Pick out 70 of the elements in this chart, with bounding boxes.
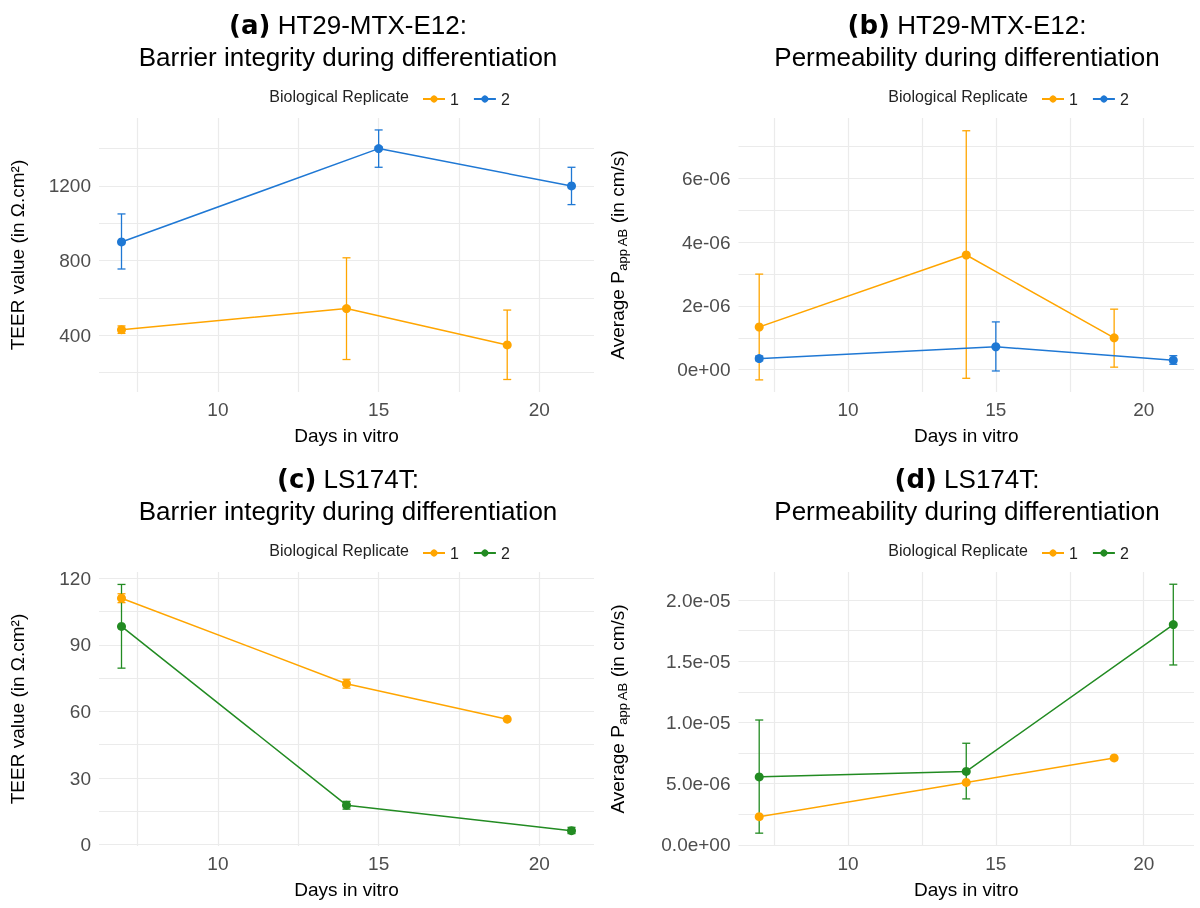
x-axis-title: Days in vitro — [913, 879, 1019, 900]
point — [754, 322, 764, 332]
point — [117, 621, 126, 631]
x-tick-label: 10 — [207, 399, 229, 420]
x-axis-title: Days in vitro — [913, 425, 1019, 446]
legend-label: 2 — [1119, 90, 1129, 108]
y-tick-label: 2.0e-05 — [666, 589, 731, 611]
y-tick-label: 90 — [69, 634, 91, 656]
y-axis-title: TEER value (in Ω.cm²) — [7, 613, 28, 805]
y-axis-title: Average Papp AB (in cm/s) — [607, 604, 630, 814]
x-tick-label: 10 — [207, 853, 229, 874]
legend-title: Biological Replicate — [888, 541, 1029, 559]
legend-title: Biological Replicate — [888, 87, 1029, 105]
x-tick-label: 10 — [837, 399, 859, 420]
y-tick-label: 0e+00 — [677, 359, 731, 381]
y-tick-label: 0 — [80, 834, 91, 856]
point — [1168, 620, 1178, 630]
chart-title: (b) HT29-MTX-E12: Permeability during differentiation — [774, 10, 1160, 72]
x-tick-label: 20 — [1133, 399, 1155, 420]
legend-label: 2 — [1119, 544, 1129, 562]
y-tick-label: 0.0e+00 — [661, 834, 731, 856]
point — [342, 304, 351, 314]
y-tick-label: 1.5e-05 — [666, 650, 731, 672]
y-tick-label: 400 — [59, 324, 91, 346]
x-tick-label: 15 — [985, 853, 1007, 874]
x-tick-label: 20 — [1133, 853, 1155, 874]
y-tick-label: 60 — [69, 700, 91, 722]
legend-title: Biological Replicate — [269, 541, 410, 559]
point — [991, 342, 1001, 352]
point — [961, 777, 971, 787]
chart-title: (d) LS174T: Permeability during differentiation — [774, 464, 1160, 526]
point — [567, 181, 576, 191]
x-tick-label: 15 — [368, 853, 390, 874]
legend-label: 2 — [500, 544, 510, 562]
point — [1109, 333, 1119, 343]
legend-title: Biological Replicate — [269, 87, 410, 105]
y-axis-title: TEER value (in Ω.cm²) — [7, 159, 28, 351]
y-tick-label: 30 — [69, 767, 91, 789]
y-tick-label: 2e-06 — [681, 295, 731, 317]
legend-label: 2 — [500, 90, 510, 108]
legend-label: 1 — [1069, 90, 1078, 108]
point — [374, 144, 384, 154]
x-tick-label: 20 — [528, 399, 550, 420]
x-tick-label: 10 — [837, 853, 859, 874]
y-tick-label: 800 — [59, 250, 91, 272]
chart-title: (c) LS174T: Barrier integrity during differentiation — [138, 464, 558, 526]
chart-title: (a) HT29-MTX-E12: Barrier integrity during differentiation — [138, 10, 558, 72]
x-axis-title: Days in vitro — [294, 425, 399, 446]
y-tick-label: 1.0e-05 — [666, 711, 731, 733]
y-tick-label: 5.0e-06 — [666, 773, 731, 795]
x-tick-label: 20 — [528, 853, 550, 874]
point — [502, 714, 512, 724]
y-tick-label: 6e-06 — [681, 168, 731, 190]
point — [1109, 753, 1119, 763]
point — [117, 237, 126, 247]
point — [754, 772, 764, 782]
point — [961, 250, 971, 260]
point — [502, 340, 512, 350]
x-axis-title: Days in vitro — [294, 879, 399, 900]
y-tick-label: 1200 — [48, 175, 91, 197]
x-tick-label: 15 — [985, 399, 1007, 420]
legend-label: 1 — [1069, 544, 1078, 562]
y-tick-label: 4e-06 — [681, 231, 731, 253]
x-tick-label: 15 — [368, 399, 390, 420]
legend-label: 1 — [450, 90, 459, 108]
point — [961, 766, 971, 776]
legend-label: 1 — [450, 544, 459, 562]
point — [754, 812, 764, 822]
y-axis-title: Average Papp AB (in cm/s) — [607, 150, 630, 360]
y-tick-label: 120 — [59, 567, 91, 589]
